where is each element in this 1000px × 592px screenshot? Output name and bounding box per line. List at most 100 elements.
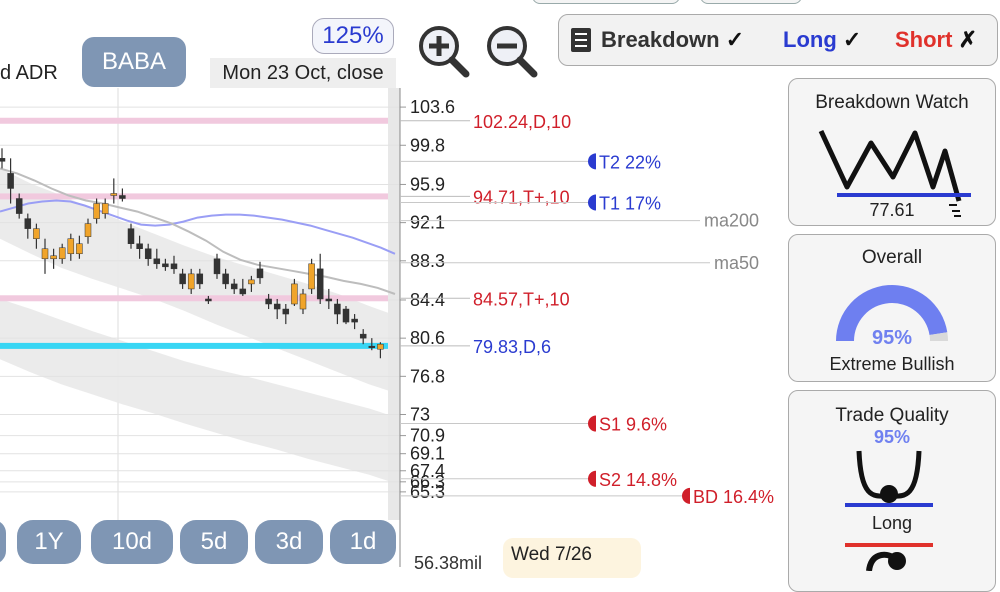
zoom-in-icon[interactable]	[414, 22, 472, 80]
timeframe-1d-button[interactable]: 1d	[330, 520, 396, 564]
candle-body	[162, 263, 169, 268]
candle-body	[265, 298, 272, 305]
candle-body	[273, 303, 281, 310]
overall-panel[interactable]: Overall 95% Extreme Bullish	[788, 234, 996, 382]
candle-body	[325, 298, 333, 302]
candle-body	[110, 193, 118, 196]
overall-percent: 95%	[871, 327, 913, 349]
y-tick-label: 65.3	[410, 482, 445, 502]
date-label: Mon 23 Oct, close	[210, 58, 396, 88]
candle-body	[316, 268, 324, 300]
candle-body	[377, 343, 384, 350]
candle-body	[41, 248, 49, 260]
volume-label: 56.38mil	[414, 553, 483, 573]
company-name-fragment: d ADR	[0, 62, 58, 84]
timeframe-3d-button[interactable]: 3d	[255, 520, 323, 564]
top-toolbar-button[interactable]	[700, 0, 802, 4]
candle-body	[50, 255, 57, 260]
y-tick-label: 76.8	[410, 366, 445, 386]
gauge-remainder	[929, 332, 948, 341]
level-band	[0, 342, 388, 349]
candle-body	[282, 308, 290, 315]
y-tick-label: 67.4	[410, 461, 445, 481]
y-tick-label: 99.8	[410, 135, 445, 155]
candle-body	[153, 258, 161, 265]
level-label: 102.24,D,10	[473, 112, 571, 132]
y-tick-label: 66.3	[410, 472, 445, 492]
level-band	[0, 117, 388, 124]
candle-body	[58, 247, 66, 260]
breakdown-watch-panel[interactable]: Breakdown Watch 77.61	[788, 78, 996, 226]
candle-body	[299, 293, 307, 310]
ma-label: ma200	[704, 211, 759, 231]
y-tick-label: 69.1	[410, 444, 445, 464]
candle-body	[213, 258, 221, 275]
candle-body	[76, 243, 83, 255]
target-label: S2 14.8%	[599, 470, 677, 490]
candle-body	[291, 283, 298, 305]
candle-body	[127, 228, 135, 244]
y-tick-label: 84.4	[410, 290, 445, 310]
y-tick-label: 73	[410, 405, 430, 425]
target-marker	[588, 194, 596, 211]
overall-rating: Extreme Bullish	[829, 354, 955, 374]
target-label: S1 9.6%	[599, 415, 667, 435]
y-tick-label: 88.3	[410, 251, 445, 271]
candle-body	[205, 298, 212, 302]
ma-label: ma50	[714, 253, 759, 273]
ma50-line	[0, 167, 396, 295]
target-label: T2 22%	[599, 152, 661, 172]
candle-body	[187, 273, 195, 290]
candle-body	[101, 203, 109, 214]
target-marker	[588, 470, 596, 487]
candle-body	[222, 273, 229, 285]
overall-gauge	[836, 284, 948, 341]
symbol-button[interactable]: BABA	[82, 37, 186, 87]
legend-breakdown-toggle[interactable]: Breakdown ✓	[601, 27, 745, 52]
trade-quality-label: Long	[871, 513, 913, 533]
candle-body	[33, 228, 40, 239]
candle-body	[119, 195, 126, 199]
candle-body	[359, 333, 367, 339]
plot-right-strip	[388, 88, 400, 520]
candle-body	[0, 158, 6, 162]
price-chart[interactable]: 103.699.895.992.188.384.480.676.87370.96…	[0, 0, 1000, 567]
candle-body	[308, 263, 315, 290]
y-tick-label: 80.6	[410, 328, 445, 348]
candle-body	[84, 223, 92, 237]
candle-body	[15, 198, 23, 214]
timeframe-10d-button[interactable]: 10d	[91, 520, 173, 564]
target-label: BD 16.4%	[693, 487, 774, 507]
candle-body	[144, 248, 152, 260]
candle-body	[256, 268, 264, 279]
level-label: 84.57,T+,10	[473, 289, 570, 309]
candle-body	[342, 308, 350, 323]
candle-body	[24, 218, 32, 229]
y-tick-label: 92.1	[410, 213, 445, 233]
candle-body	[368, 345, 376, 348]
date-tooltip: Wed 7/26	[503, 538, 641, 578]
timeframe-1y-button[interactable]: 1Y	[17, 520, 81, 564]
zoom-out-icon[interactable]	[482, 22, 540, 80]
panel-title: Breakdown Watch	[815, 92, 969, 113]
candle-body	[93, 203, 100, 219]
trade-quality-panel[interactable]: Trade Quality 95% Long	[788, 390, 996, 592]
legend-long-toggle[interactable]: Long ✓	[783, 27, 862, 52]
panel-title: Overall	[861, 247, 923, 268]
y-tick-label: 103.6	[410, 97, 455, 117]
level-label: 79.83,D,6	[473, 337, 551, 357]
candle-body	[179, 273, 186, 285]
level-label: 94.71,T+,10	[473, 187, 570, 207]
legend-short-toggle[interactable]: Short ✗	[895, 27, 978, 52]
candle-body	[239, 288, 247, 295]
gauge-fill	[836, 284, 948, 341]
zoom-level: 125%	[312, 18, 394, 54]
top-toolbar-button[interactable]	[532, 0, 680, 4]
timeframe-partial-button[interactable]	[0, 520, 6, 564]
target-marker	[588, 415, 596, 432]
candle-body	[196, 273, 204, 285]
timeframe-5d-button[interactable]: 5d	[180, 520, 248, 564]
target-label: T1 17%	[599, 194, 661, 214]
signal-legend: Breakdown ✓ Long ✓ Short ✗	[558, 14, 998, 66]
target-marker	[682, 487, 690, 504]
